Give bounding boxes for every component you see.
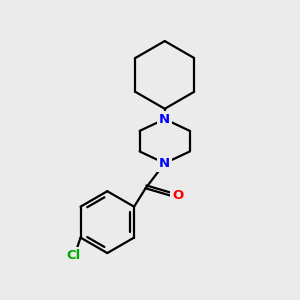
Text: O: O xyxy=(172,189,184,202)
Text: N: N xyxy=(159,112,170,126)
Text: N: N xyxy=(159,157,170,170)
Text: Cl: Cl xyxy=(66,249,80,262)
